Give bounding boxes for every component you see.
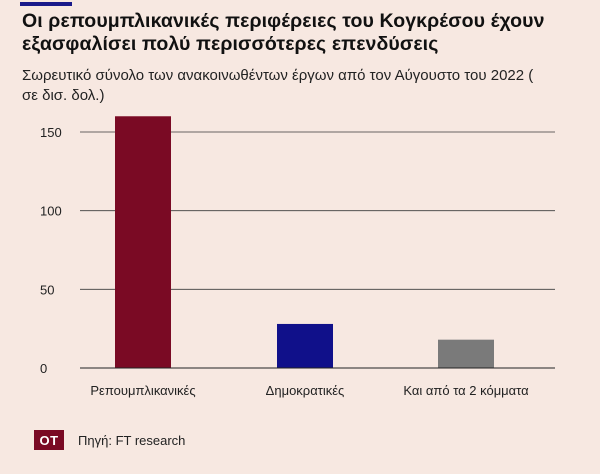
bar-1 xyxy=(115,116,171,369)
source-note: Πηγή: FT research xyxy=(78,433,186,448)
title-accent-line xyxy=(20,2,72,6)
y-tick-label-100: 100 xyxy=(40,204,62,219)
x-tick-label-1: Ρεπουμπλικανικές xyxy=(90,383,195,398)
y-tick-label-0: 0 xyxy=(40,361,47,376)
bar-2 xyxy=(277,323,333,368)
chart-title: Οι ρεπουμπλικανικές περιφέρειες του Κογκ… xyxy=(22,10,545,55)
x-tick-label-3: Και από τα 2 κόμματα xyxy=(403,383,529,398)
y-tick-label-150: 150 xyxy=(40,125,62,140)
ot-logo: OT xyxy=(34,430,64,450)
y-tick-label-50: 50 xyxy=(40,282,54,297)
chart-subtitle: Σωρευτικό σύνολο των ανακοινωθέντων έργω… xyxy=(22,67,534,104)
bar-3 xyxy=(438,339,494,368)
x-tick-label-2: Δημοκρατικές xyxy=(266,383,345,398)
